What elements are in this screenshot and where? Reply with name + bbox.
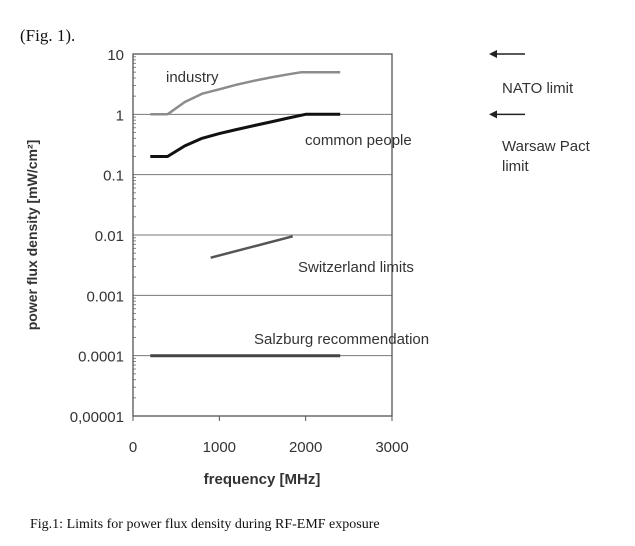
series-line-switzerland-limits — [210, 235, 294, 259]
figure-caption: Fig.1: Limits for power flux density dur… — [30, 517, 380, 532]
x-tick-label: 3000 — [375, 439, 408, 456]
intro-text: (Fig. 1). — [20, 26, 75, 45]
y-tick-label: 0.01 — [95, 228, 124, 245]
annotation-nato-limit: NATO limit — [502, 80, 574, 97]
series-label: Switzerland limits — [298, 259, 414, 276]
series-label: common people — [305, 132, 412, 149]
arrow-head-icon — [489, 50, 497, 58]
series-line-common-people — [150, 112, 341, 158]
y-tick-label: 0.001 — [86, 288, 124, 305]
annotation-warsaw-pact: Warsaw Pact — [502, 138, 591, 155]
y-tick-label: 1 — [116, 107, 124, 124]
x-tick-label: 2000 — [289, 439, 322, 456]
series-label: industry — [166, 69, 219, 86]
y-axis-label: power flux density [mW/cm²] — [24, 140, 40, 331]
arrow-head-icon — [489, 110, 497, 119]
plot-frame — [132, 53, 393, 417]
annotation-warsaw-pact-limit: limit — [502, 158, 529, 175]
x-tick-label: 0 — [129, 439, 137, 456]
series-label: Salzburg recommendation — [254, 331, 429, 348]
series-line-industry — [150, 70, 341, 116]
x-tick-label: 1000 — [203, 439, 236, 456]
x-axis-label: frequency [MHz] — [204, 471, 321, 488]
y-tick-label: 0.0001 — [78, 349, 124, 366]
y-tick-label: 0.1 — [103, 168, 124, 185]
y-tick-label: 10 — [107, 47, 124, 64]
y-tick-label: 0,00001 — [70, 409, 124, 426]
